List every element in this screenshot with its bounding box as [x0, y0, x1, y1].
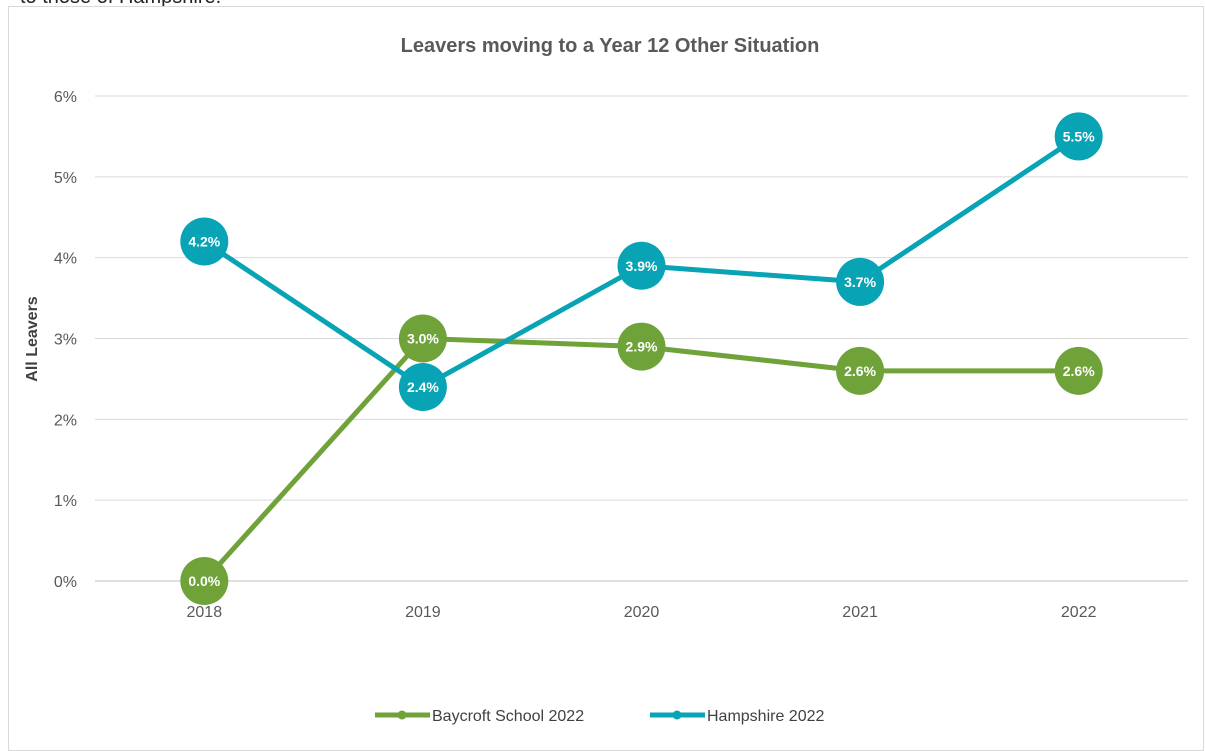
- data-point: [617, 322, 666, 371]
- chart-frame: [8, 6, 1204, 751]
- x-tick-label: 2018: [187, 604, 223, 621]
- y-tick-label: 2%: [54, 412, 77, 429]
- data-point: [180, 557, 229, 605]
- data-point: [1054, 112, 1103, 161]
- data-point: [398, 314, 447, 363]
- intro-text-fragment: to those of Hampshire.: [20, 0, 221, 9]
- legend-label: Baycroft School 2022: [432, 708, 584, 725]
- data-point: [180, 217, 229, 266]
- x-tick-label: 2020: [624, 604, 660, 621]
- data-label: 5.5%: [1063, 128, 1095, 144]
- data-label: 4.2%: [188, 234, 220, 250]
- legend-item: Baycroft School 2022: [375, 708, 584, 725]
- x-axis-ticks: 2018 2019 2020 2021 2022: [187, 604, 1097, 621]
- y-tick-label: 4%: [54, 251, 77, 268]
- legend-swatch-marker: [672, 710, 682, 720]
- data-label: 3.7%: [844, 274, 876, 290]
- chart-title: Leavers moving to a Year 12 Other Situat…: [401, 35, 820, 57]
- y-tick-label: 0%: [54, 574, 77, 591]
- data-label: 2.9%: [626, 339, 658, 355]
- data-point: [836, 257, 885, 306]
- x-tick-label: 2021: [842, 604, 878, 621]
- y-axis-ticks: 0% 1% 2% 3% 4% 5% 6%: [54, 89, 77, 591]
- data-label: 3.0%: [407, 331, 439, 347]
- data-point: [617, 241, 666, 290]
- data-label: 3.9%: [626, 258, 658, 274]
- series-group: 0.0% 3.0% 2.9% 2.6% 2.6% 4.2% 2.4% 3.9% 3.7% 5.5%: [180, 112, 1103, 605]
- series-markers-baycroft: 0.0% 3.0% 2.9% 2.6% 2.6%: [180, 314, 1103, 605]
- y-tick-label: 6%: [54, 89, 77, 106]
- x-tick-label: 2019: [405, 604, 441, 621]
- data-label: 2.4%: [407, 379, 439, 395]
- x-tick-label: 2022: [1061, 604, 1097, 621]
- legend-label: Hampshire 2022: [707, 708, 825, 725]
- data-point: [398, 363, 447, 411]
- data-point: [1054, 346, 1103, 395]
- data-label: 2.6%: [844, 363, 876, 379]
- legend-swatch-marker: [397, 710, 407, 720]
- y-tick-label: 3%: [54, 332, 77, 349]
- data-label: 2.6%: [1063, 363, 1095, 379]
- y-tick-label: 5%: [54, 170, 77, 187]
- data-point: [836, 346, 885, 395]
- legend-item: Hampshire 2022: [650, 708, 825, 725]
- gridlines: [95, 95, 1188, 582]
- series-baycroft: [201, 336, 1082, 584]
- series-line: [201, 336, 1082, 584]
- y-tick-label: 1%: [54, 493, 77, 510]
- y-axis-label: All Leavers: [24, 296, 41, 381]
- legend: Baycroft School 2022 Hampshire 2022: [375, 708, 825, 725]
- series-markers-hampshire: 4.2% 2.4% 3.9% 3.7% 5.5%: [180, 112, 1103, 411]
- data-label: 0.0%: [188, 573, 220, 589]
